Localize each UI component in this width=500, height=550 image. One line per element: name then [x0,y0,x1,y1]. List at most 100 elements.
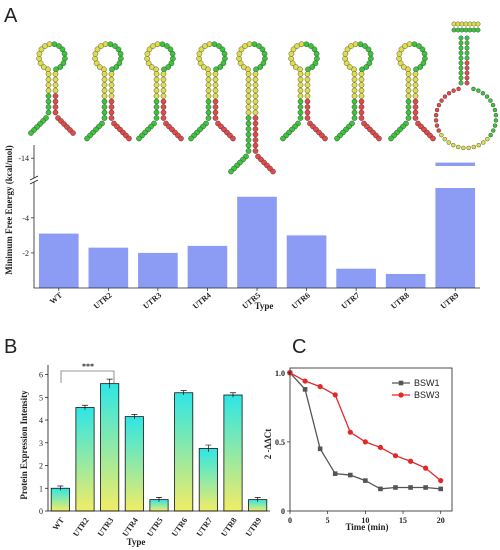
nucleotide-base [366,60,373,67]
decay-x-tick-label: 20 [437,516,445,525]
nucleotide-base [297,98,304,105]
nucleotide-base [52,71,59,77]
nucleotide-base [206,41,213,48]
nucleotide-base [351,82,358,88]
nucleotide-base [144,55,150,62]
mfe-category-label: WT [48,290,65,306]
nucleotide-base [297,115,304,121]
expression-y-tick-label: 0 [39,507,43,516]
nucleotide-base [45,98,52,105]
nucleotide-base [351,115,358,121]
nucleotide-base [436,102,442,108]
expression-category-label: UTR5 [145,516,164,538]
nucleotide-base [351,104,358,110]
nucleotide-base [464,80,470,86]
decay-x-tick-label: 5 [326,516,330,525]
data-point [392,453,399,459]
data-point [362,439,368,445]
mfe-category-label: UTR2 [92,291,114,311]
nucleotide-base [245,131,252,138]
nucleotide-base [200,64,207,70]
nucleotide-base [312,60,319,67]
nucleotide-base [45,87,52,94]
nucleotide-base [363,64,370,70]
nucleotide-base [358,76,365,83]
decay-y-tick-label: 1.0 [275,369,285,378]
nucleotide-base [405,104,412,110]
nucleotide-base [351,76,358,83]
nucleotide-base [37,60,44,67]
nucleotide-base [458,45,464,51]
nucleotide-base [412,87,419,94]
nucleotide-base [252,148,259,154]
nucleotide-base [228,168,234,175]
nucleotide-base [236,55,242,62]
nucleotide-base [304,109,311,116]
expression-category-label: UTR6 [170,516,189,538]
decay-plot-frame [289,367,453,512]
nucleotide-base [322,135,328,142]
nucleotide-base [212,87,219,94]
expression-y-tick-label: 4 [39,416,43,425]
data-point [438,486,443,492]
nucleotide-base [153,87,160,94]
nucleotide-base [52,76,59,83]
data-point [423,465,429,471]
nucleotide-base [464,75,470,81]
nucleotide-base [108,76,115,83]
nucleotide-base [205,98,212,105]
nucleotide-base [108,87,115,94]
legend-marker [398,392,404,398]
nucleotide-base [252,142,259,149]
nucleotide-base [388,135,394,142]
nucleotide-base [101,98,108,105]
expression-y-tick-label: 5 [39,393,43,402]
nucleotide-base [252,87,259,94]
nucleotide-base [289,60,296,67]
nucleotide-base [252,126,259,132]
expression-category-label: UTR3 [96,516,115,538]
nucleotide-base [467,27,473,33]
nucleotide-base [446,140,451,145]
nucleotide-base [212,71,219,77]
data-point [332,392,338,398]
nucleotide-base [245,71,252,77]
mfe-bar [385,273,426,288]
nucleotide-base [458,65,464,71]
nucleotide-base [153,98,160,105]
nucleotide-base [304,82,311,88]
nucleotide-base [416,43,422,49]
expression-y-tick-label: 2 [39,462,43,471]
nucleotide-base [153,71,160,77]
nucleotide-base [252,115,259,121]
nucleotide-base [475,21,481,27]
mfe-bar [138,252,178,288]
nucleotide-base [305,66,311,73]
expression-bar [124,416,144,512]
nucleotide-base [405,82,412,88]
nucleotide-base [493,112,499,118]
nucleotide-base [46,41,53,48]
data-point [363,478,368,483]
nucleotide-base [304,71,311,77]
rna-structures [28,21,499,175]
significance-stars: *** [82,362,94,371]
expression-y-tick-label: 6 [39,371,43,380]
nucleotide-base [358,98,365,105]
nucleotide-base [164,43,170,49]
nucleotide-base [108,82,115,88]
nucleotide-base [458,55,464,61]
nucleotide-base [153,104,160,110]
nucleotide-base [481,140,486,145]
expression-bar [174,392,194,512]
nucleotide-base [205,115,212,121]
nucleotide-base [170,55,176,62]
mfe-x-axis-title: Type [255,301,274,311]
nucleotide-base [464,35,470,41]
nucleotide-base [252,109,259,116]
nucleotide-base [153,93,160,99]
nucleotide-base [205,104,212,110]
nucleotide-base [94,46,101,53]
nucleotide-base [412,115,419,121]
nucleotide-base [62,55,68,62]
